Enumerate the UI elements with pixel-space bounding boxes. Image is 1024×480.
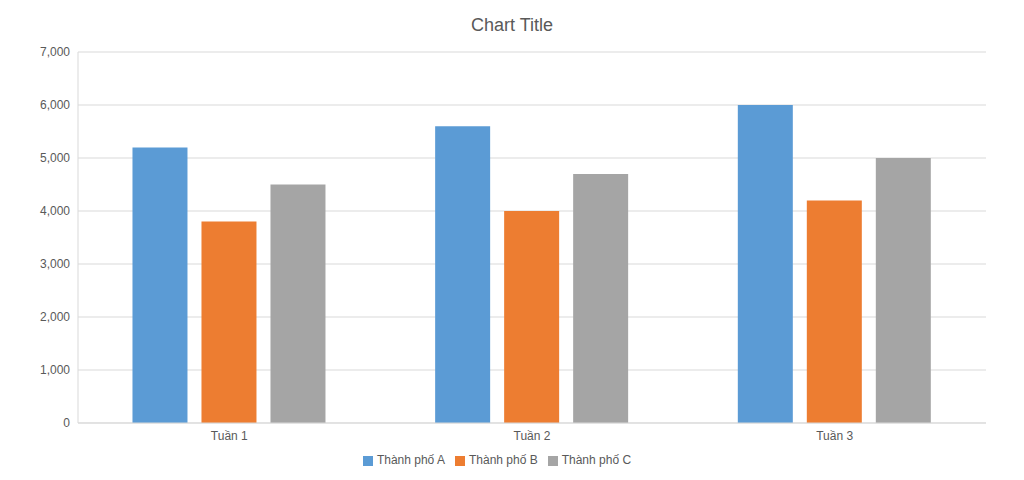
html-text:Chart Title: Chart Title: [471, 15, 553, 35]
html-text:Thành phố C: Thành phố C: [561, 453, 632, 467]
svg-text:1,000: 1,000: [40, 363, 70, 377]
svg-text:Tuần 1: Tuần 1: [211, 429, 248, 443]
svg-text:6,000: 6,000: [40, 98, 70, 112]
html-text:Thành phố A: Thành phố A: [376, 453, 445, 467]
svg-text:4,000: 4,000: [40, 204, 70, 218]
svg-text:0: 0: [63, 416, 70, 430]
svg-text:5,000: 5,000: [40, 151, 70, 165]
html-text:Thành phố B: Thành phố B: [469, 453, 538, 467]
svg-text:Tuần 3: Tuần 3: [816, 429, 853, 443]
svg-text:3,000: 3,000: [40, 257, 70, 271]
svg-text:2,000: 2,000: [40, 310, 70, 324]
svg-text:Tuần 2: Tuần 2: [514, 429, 551, 443]
svg-text:7,000: 7,000: [40, 45, 70, 59]
